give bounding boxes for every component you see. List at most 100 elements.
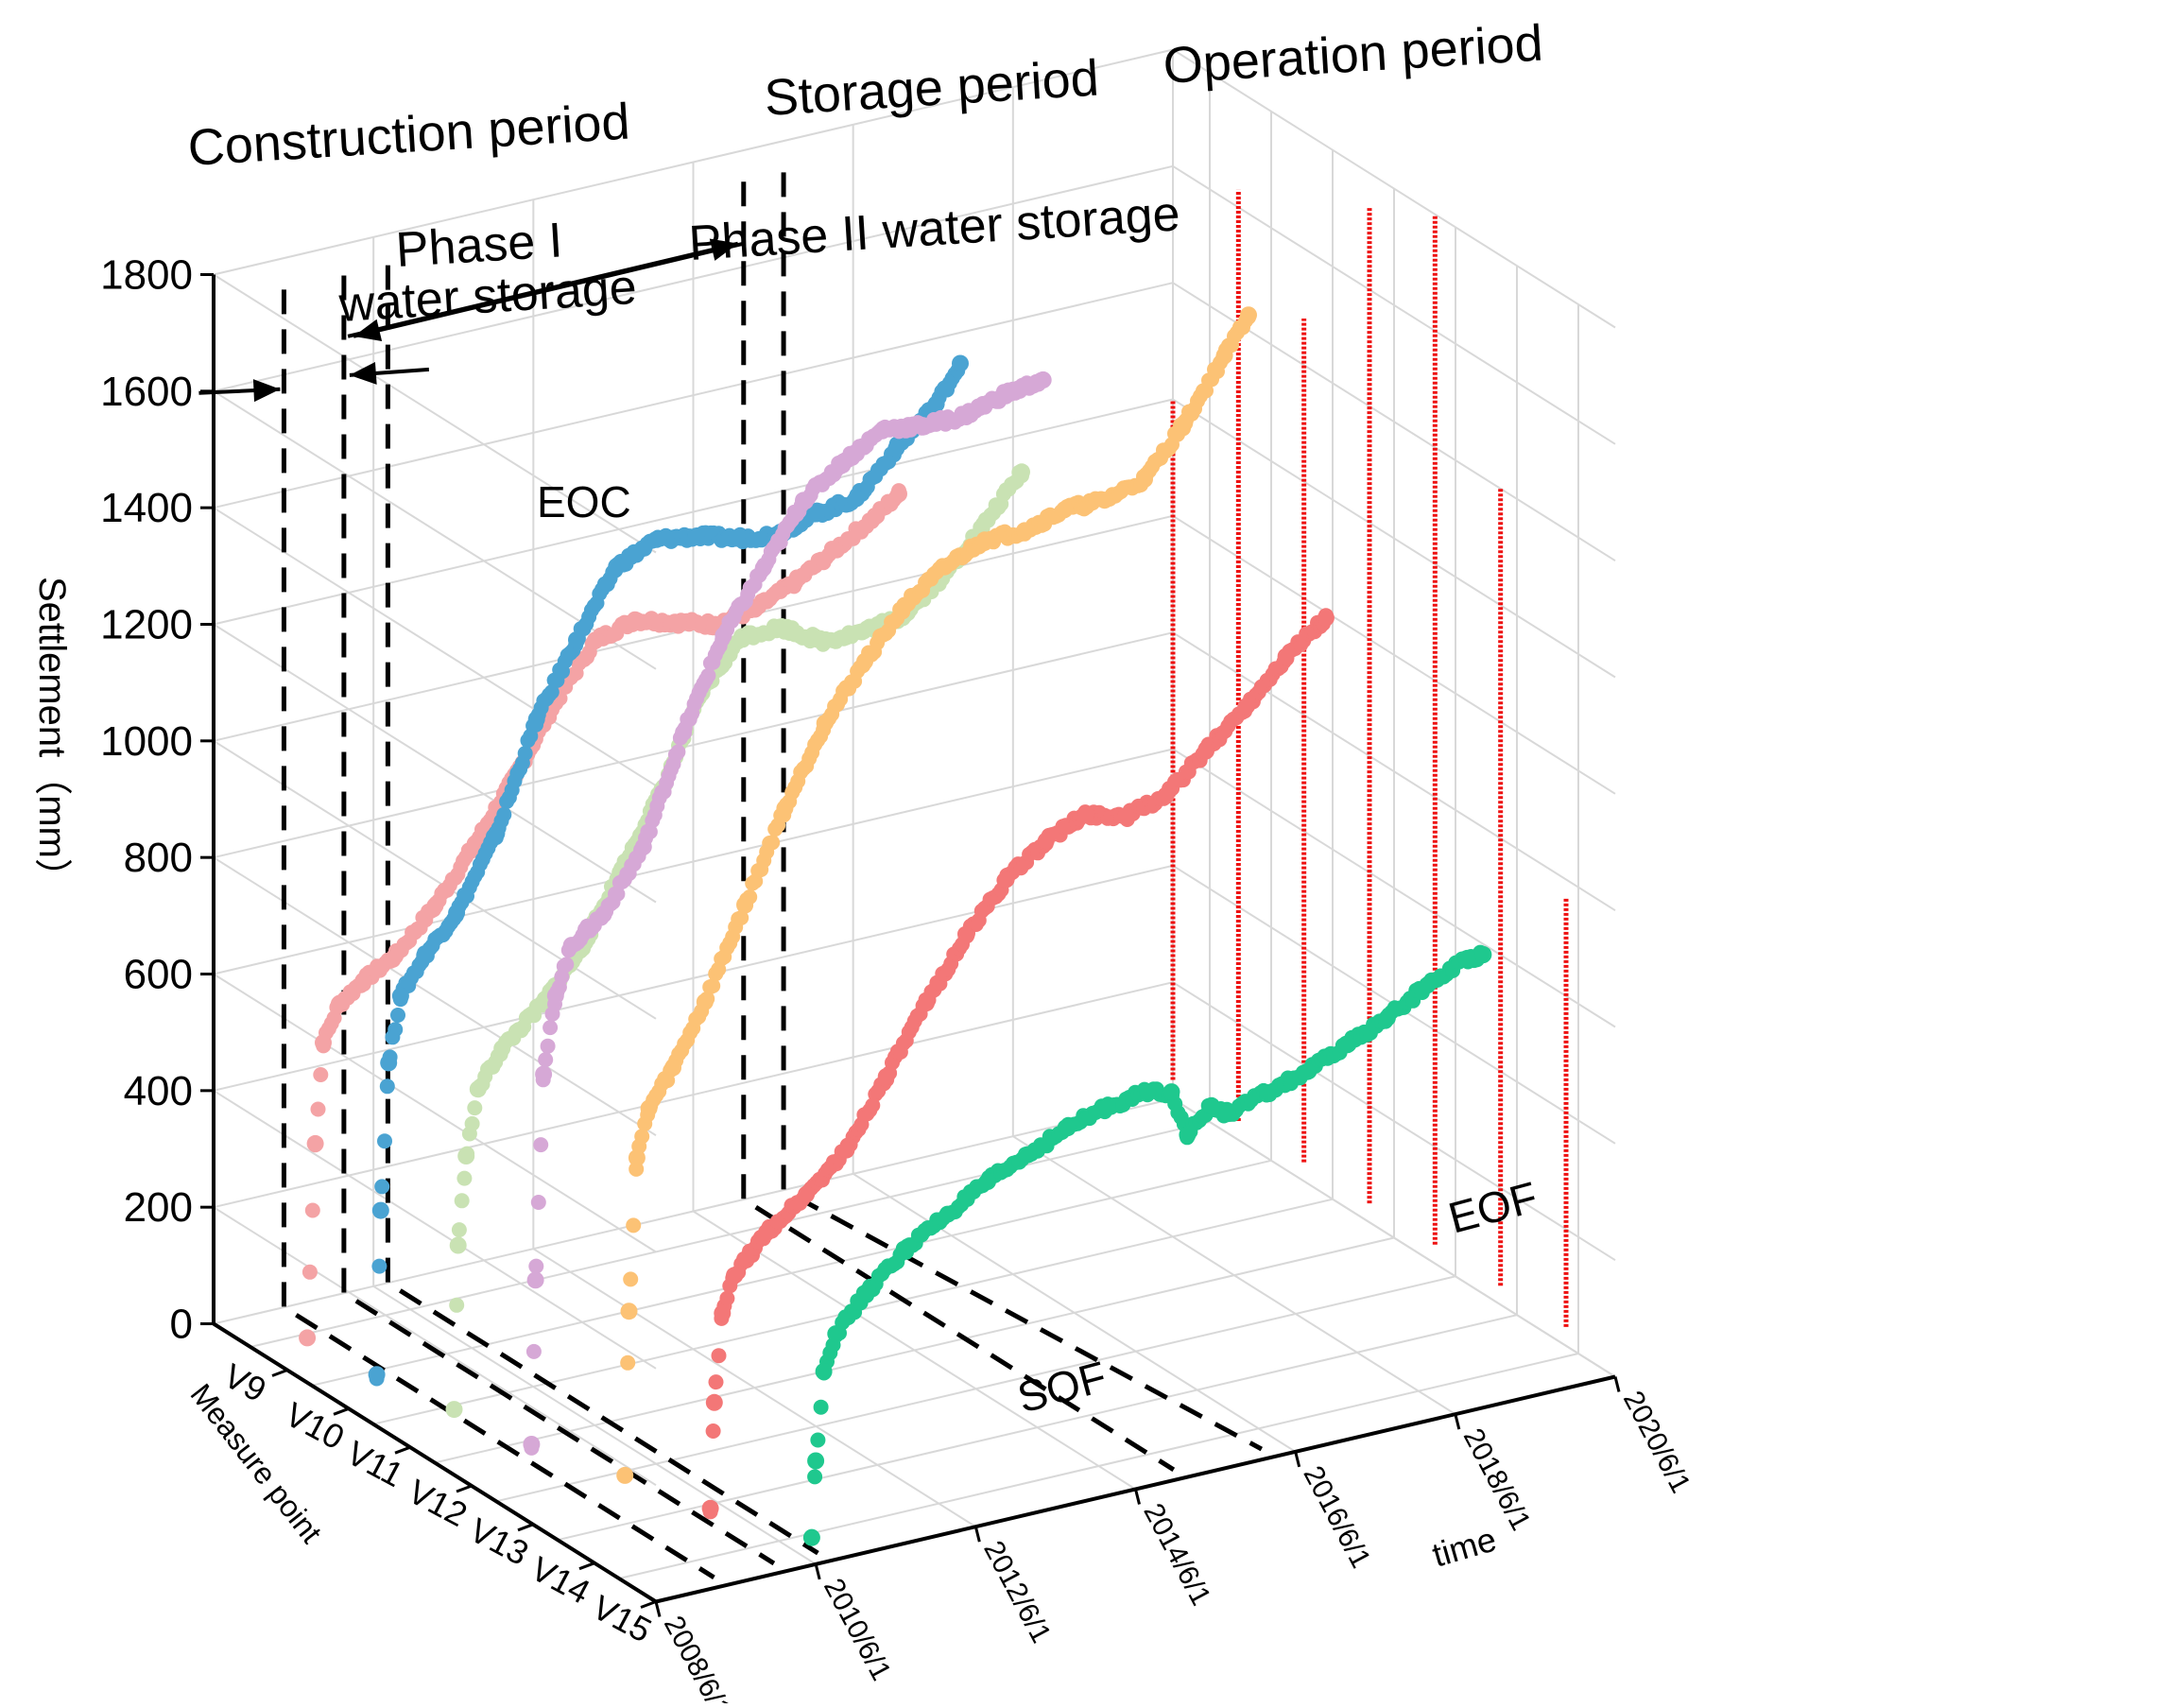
data-point-V11 xyxy=(449,1236,467,1254)
data-point-V14 xyxy=(1037,832,1055,850)
y-tick-label: 1200 xyxy=(100,602,193,648)
data-point-V14 xyxy=(957,926,975,944)
y-tick-label: 0 xyxy=(170,1302,193,1348)
arrow-construction-head xyxy=(252,379,281,403)
point-V12 xyxy=(533,1137,549,1153)
point-V9 xyxy=(310,1101,326,1117)
data-point-V13 xyxy=(1240,306,1257,324)
y-tick-label: 1800 xyxy=(100,252,193,299)
data-point-V14 xyxy=(798,1185,816,1203)
data-point-V10 xyxy=(488,824,506,842)
data-point-V10 xyxy=(887,440,905,457)
data-point-V9 xyxy=(466,835,484,853)
data-point-V15 xyxy=(1474,945,1492,963)
data-point-V11 xyxy=(813,632,831,650)
data-point-V13 xyxy=(620,1303,638,1320)
data-point-V15 xyxy=(1059,1119,1076,1137)
data-point-V14 xyxy=(997,871,1015,889)
data-point-V14 xyxy=(1077,805,1095,823)
x-tick-label: 2016/6/1 xyxy=(1297,1461,1376,1574)
data-point-V15 xyxy=(1098,1098,1116,1115)
grid-line-left-h xyxy=(213,507,657,787)
data-point-V10 xyxy=(807,505,825,523)
series-V12 xyxy=(523,371,1052,1456)
point-V9 xyxy=(313,1067,329,1082)
grid-line-left-h xyxy=(213,973,657,1253)
label-eof: EOF xyxy=(1443,1172,1542,1243)
data-point-V10 xyxy=(391,987,409,1005)
data-point-V10 xyxy=(647,530,665,548)
point-V11 xyxy=(451,1222,467,1238)
grid-line-floor-z xyxy=(311,1159,1272,1387)
data-point-V10 xyxy=(687,527,705,545)
data-point-V12 xyxy=(634,837,652,855)
x-tick xyxy=(973,1526,981,1543)
point-V13 xyxy=(705,978,721,993)
event-line-phase1_end xyxy=(341,275,776,1566)
label-phase-two: Phase II water storage xyxy=(687,186,1181,271)
data-point-V13 xyxy=(1095,492,1113,509)
data-point-V10 xyxy=(448,904,466,922)
label-eoc: EOC xyxy=(537,477,631,526)
x-tick xyxy=(1294,1451,1301,1468)
data-point-V14 xyxy=(701,1499,719,1517)
point-V12 xyxy=(542,1020,559,1036)
data-point-V13 xyxy=(1176,414,1194,432)
data-point-V13 xyxy=(896,596,914,614)
label-phase-one: Phase I xyxy=(394,213,564,278)
z-tick xyxy=(333,1406,350,1416)
data-point-V10 xyxy=(848,490,866,508)
point-V11 xyxy=(456,1170,473,1186)
data-point-V12 xyxy=(594,906,612,923)
point-V13 xyxy=(634,1129,650,1145)
data-point-V14 xyxy=(1237,698,1255,716)
data-point-V12 xyxy=(835,453,852,471)
point-V10 xyxy=(388,1022,404,1038)
point-V10 xyxy=(377,1133,392,1149)
data-point-V15 xyxy=(1299,1062,1317,1080)
data-point-V15 xyxy=(899,1238,917,1256)
data-point-V15 xyxy=(815,1363,833,1380)
point-V10 xyxy=(371,1258,388,1274)
data-point-V12 xyxy=(535,1065,553,1083)
data-point-V12 xyxy=(955,407,973,425)
label-storage-period: Storage period xyxy=(763,49,1100,127)
x-axis-title: time xyxy=(1428,1520,1501,1575)
point-V10 xyxy=(517,746,533,761)
point-V11 xyxy=(449,1297,465,1313)
event-line-eof xyxy=(781,172,1264,1452)
label-operation-period: Operation period xyxy=(1162,15,1544,95)
y-tick-label: 1400 xyxy=(100,485,193,531)
series-V10 xyxy=(368,354,969,1387)
data-point-V15 xyxy=(1338,1036,1356,1054)
data-point-V14 xyxy=(757,1224,775,1242)
label-sof: SOF xyxy=(1012,1352,1111,1423)
y-tick-label: 400 xyxy=(124,1068,193,1114)
data-point-V12 xyxy=(874,421,892,438)
point-V10 xyxy=(543,684,560,700)
data-point-V10 xyxy=(728,529,746,547)
y-tick-label: 800 xyxy=(124,835,193,881)
grid-line-left-h xyxy=(213,856,657,1137)
point-V13 xyxy=(626,1217,642,1234)
data-point-V11 xyxy=(1013,463,1030,481)
data-point-V13 xyxy=(664,1059,681,1077)
grid-line-left-h xyxy=(213,1206,657,1487)
point-V15 xyxy=(813,1399,829,1415)
data-point-V9 xyxy=(354,972,372,990)
data-point-V13 xyxy=(936,558,954,576)
data-point-V15 xyxy=(1019,1146,1037,1164)
grid-line-left-h xyxy=(213,1089,657,1370)
data-point-V9 xyxy=(586,632,604,649)
data-point-V13 xyxy=(696,993,714,1010)
data-point-V9 xyxy=(866,508,884,526)
z-tick xyxy=(578,1561,595,1571)
data-point-V12 xyxy=(994,387,1012,405)
data-point-V13 xyxy=(856,652,873,670)
grid-line-floor-z xyxy=(618,1353,1579,1579)
data-point-V15 xyxy=(939,1205,956,1223)
y-tick-label: 1000 xyxy=(100,718,193,765)
grid-line-floor-z xyxy=(557,1314,1518,1542)
point-V13 xyxy=(620,1354,636,1371)
